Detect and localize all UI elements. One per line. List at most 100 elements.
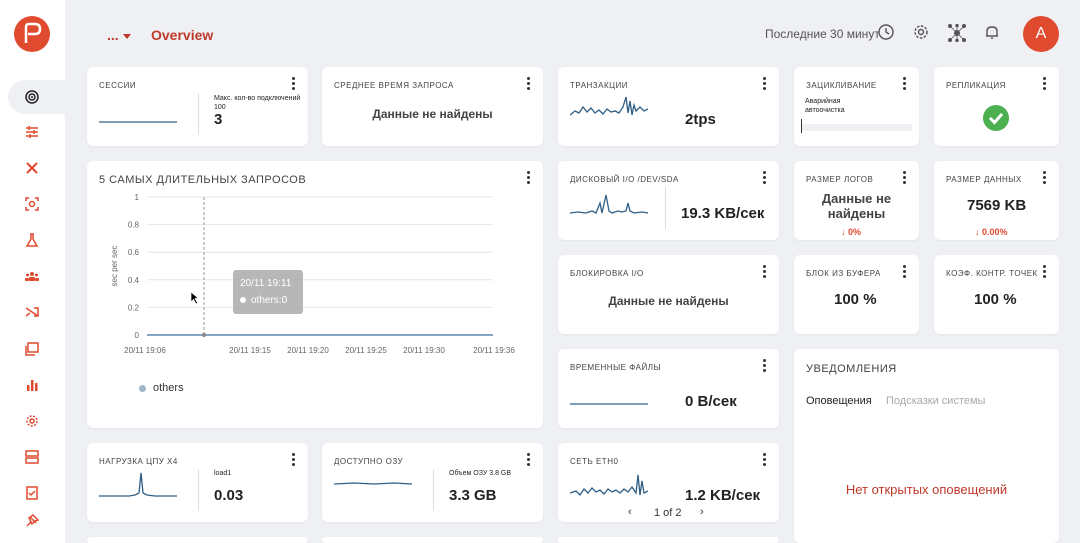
card-title: размер логов [806,175,874,184]
card-title: Уведомления [806,363,897,375]
card-temp-files: временные файлы 0 B/сек [558,349,779,428]
dashboard-icon[interactable] [20,85,44,109]
disk-io-sparkline [570,194,649,214]
top-bar: ... Overview Последние 30 минут A [65,0,1080,66]
y-tick-label: 0.2 [128,303,140,312]
legend-label[interactable]: others [153,382,184,394]
sliders-icon[interactable] [20,120,44,144]
more-vert-icon[interactable] [1041,171,1047,185]
empty-notifications-text: Нет открытых оповещений [845,482,1008,497]
nav-active-indicator [8,80,65,114]
more-vert-icon[interactable] [525,77,531,91]
more-vert-icon[interactable] [290,453,296,467]
legend-swatch [139,385,146,392]
tooltip-series: others:0 [251,295,288,306]
divider [433,469,434,511]
x-tick-label: 20/11 19:06 [124,346,166,355]
card-title: зацикливание [806,81,877,90]
chart-tooltip: 20/11 19:11 others:0 [233,270,303,314]
pager-prev-icon[interactable]: ‹ [628,506,632,518]
card-title: коэф. контр. точек [946,269,1038,278]
cpu-sparkline [99,472,177,497]
tab-system-hints[interactable]: Подсказки системы [886,395,986,407]
more-vert-icon[interactable] [761,453,767,467]
card-title: нагрузка ЦПУ x4 [99,457,178,466]
database-icon[interactable] [20,445,44,469]
settings-icon[interactable] [20,409,44,433]
pager-next-icon[interactable]: › [700,506,704,518]
card-transactions: транзакции 2tps [558,67,779,146]
pin-icon[interactable] [20,509,44,533]
card-notifications: Уведомления Оповещения Подсказки системы… [794,349,1059,543]
more-vert-icon[interactable] [1041,265,1047,279]
avatar[interactable]: A [1023,16,1059,52]
y-axis-label: sec per sec [110,246,119,287]
more-vert-icon[interactable] [1041,77,1047,91]
cpu-value: 0.03 [214,487,244,504]
app-logo[interactable] [14,16,50,52]
sessions-sparkline [99,121,177,123]
users-icon[interactable] [20,264,44,288]
data-size-value: 7569 KB [967,197,1027,214]
temp-files-value: 0 B/сек [685,393,737,410]
transactions-value: 2tps [685,111,716,128]
gear-icon[interactable] [913,24,931,42]
time-range-label[interactable]: Последние 30 минут [765,27,880,41]
no-data-line1: Данные не [821,191,892,206]
card-title: сессии [99,81,137,90]
more-vert-icon[interactable] [525,453,531,467]
y-tick-label: 0.6 [128,248,140,257]
focus-icon[interactable] [20,192,44,216]
card-title: временные файлы [570,363,662,372]
tab-alerts[interactable]: Оповещения [806,395,872,407]
card-wraparound: зацикливание Аварийная автоочистка [794,67,919,146]
breadcrumb-more: ... [107,27,119,43]
more-vert-icon[interactable] [901,171,907,185]
network-value: 1.2 KB/сек [685,487,761,504]
checklist-icon[interactable] [20,481,44,505]
ram-value: 3.3 GB [449,487,497,504]
x-tick-label: 20/11 19:20 [287,346,329,355]
shuffle-icon[interactable] [20,300,44,324]
more-vert-icon[interactable] [761,171,767,185]
more-vert-icon[interactable] [901,265,907,279]
more-vert-icon[interactable] [901,77,907,91]
y-tick-label: 1 [135,193,140,202]
card-ram: доступно ОЗУ Объем ОЗУ 3.8 GB 3.3 GB [322,443,543,522]
ram-sparkline [334,482,413,485]
card-title: размер данных [946,175,1022,184]
tooltip-swatch [240,297,246,303]
card-partial [87,537,308,543]
card-avg-query: среднее время запроса Данные не найдены [322,67,543,146]
hover-point [202,333,206,337]
folders-icon[interactable] [20,337,44,361]
network-icon[interactable] [948,23,966,43]
log-size-delta: ↓ 0% [841,227,862,237]
breadcrumb-menu[interactable]: ... [107,27,131,43]
tools-icon[interactable] [20,156,44,180]
bell-icon[interactable] [984,24,1002,42]
card-cpu: нагрузка ЦПУ x4 load1 0.03 [87,443,308,522]
card-title: доступно ОЗУ [334,457,404,466]
cpu-sub-label: load1 [214,470,232,477]
transactions-sparkline [570,96,649,116]
card-title: транзакции [570,81,629,90]
bar-chart-icon[interactable] [20,373,44,397]
card-title: сеть eth0 [570,457,619,466]
clock-icon[interactable] [878,24,896,42]
data-size-delta: ↓ 0.00% [975,227,1008,237]
more-vert-icon[interactable] [761,359,767,373]
card-partial [322,537,543,543]
card-title: репликация [946,81,1006,90]
more-vert-icon[interactable] [290,77,296,91]
more-vert-icon[interactable] [525,171,531,185]
pager-label: 1 of 2 [654,507,682,519]
card-title: среднее время запроса [334,81,454,90]
y-tick-label: 0.8 [128,221,140,230]
science-icon[interactable] [20,228,44,252]
top5-chart[interactable]: 0 0.2 0.4 0.6 0.8 1 20/11 19:06 20/11 19:15 20/1… [87,189,527,359]
chevron-down-icon [122,33,131,39]
card-sessions: сессии Макс. кол-во подключений 100 3 [87,67,308,146]
more-vert-icon[interactable] [761,77,767,91]
more-vert-icon[interactable] [761,265,767,279]
